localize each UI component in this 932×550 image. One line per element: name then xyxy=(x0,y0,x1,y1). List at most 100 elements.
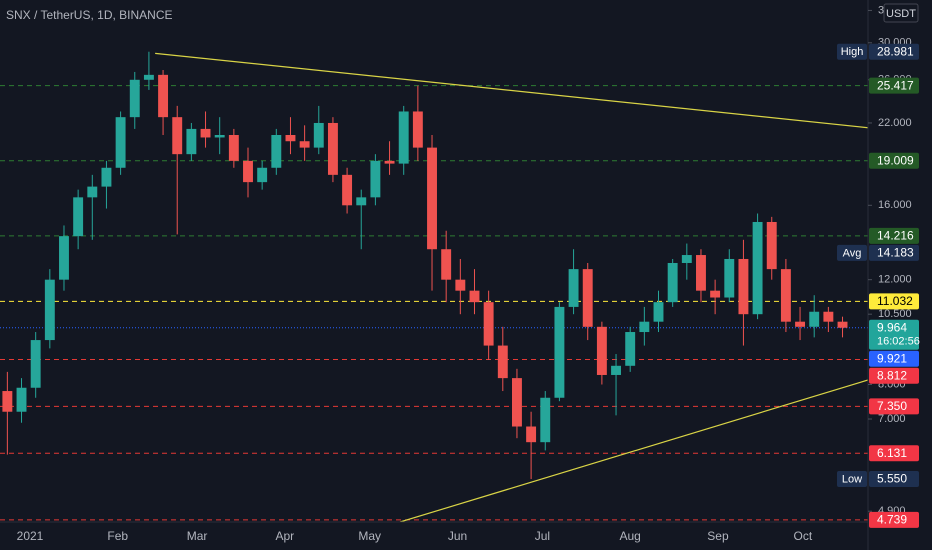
price-label: 5.550 xyxy=(877,472,907,486)
price-name: High xyxy=(841,46,864,58)
candle-body xyxy=(101,167,112,187)
candle-body xyxy=(766,221,777,270)
price-label-box xyxy=(869,398,919,415)
candle-body xyxy=(327,122,338,175)
countdown-label: 16:02:56 xyxy=(877,336,920,348)
candle-body xyxy=(214,134,225,138)
candle-body xyxy=(795,321,806,327)
x-tick-label: Oct xyxy=(794,529,813,543)
candle-body xyxy=(483,302,494,346)
price-label: 9.964 xyxy=(877,320,907,334)
candle-body xyxy=(87,186,98,198)
candle-body xyxy=(724,258,735,298)
x-tick-label: Jul xyxy=(535,529,550,543)
x-tick-label: Jun xyxy=(448,529,467,543)
x-tick-label: Feb xyxy=(107,529,128,543)
candle-body xyxy=(582,269,593,327)
candle-body xyxy=(370,160,381,198)
candle-body xyxy=(143,74,154,80)
price-label-box xyxy=(869,77,919,94)
candle-body xyxy=(299,141,310,148)
candle-body xyxy=(342,174,353,206)
candle-body xyxy=(752,221,763,315)
price-label-box xyxy=(869,511,919,528)
candle-body xyxy=(228,134,239,161)
price-label-box xyxy=(869,293,919,310)
candle-body xyxy=(356,197,367,206)
candle-body xyxy=(158,74,169,118)
y-tick-label: 16.000 xyxy=(878,199,912,211)
price-label: 25.417 xyxy=(877,78,914,92)
price-label-box xyxy=(869,244,919,261)
price-name-box xyxy=(837,244,867,261)
candle-body xyxy=(271,134,282,168)
candle-body xyxy=(243,160,253,183)
y-tick-label: 10.500 xyxy=(878,308,912,320)
candle-body xyxy=(129,79,140,118)
candle-body xyxy=(696,255,706,291)
y-tick-label: 4.900 xyxy=(878,505,906,517)
candle-body xyxy=(837,321,848,328)
candle-body xyxy=(412,111,423,148)
candle-body xyxy=(809,311,820,327)
candle-body xyxy=(30,340,41,388)
candle-body xyxy=(625,332,636,366)
candle-body xyxy=(313,122,324,148)
candle-body xyxy=(526,426,537,443)
trendline xyxy=(155,52,868,129)
candle-body xyxy=(441,249,452,280)
candle-body xyxy=(384,160,395,164)
candle-body xyxy=(511,378,522,427)
price-label-box xyxy=(869,43,919,60)
plot-area xyxy=(0,51,868,522)
candle-body xyxy=(115,117,126,168)
candle-body xyxy=(172,117,183,155)
candle-body xyxy=(398,111,409,164)
price-label: 9.921 xyxy=(877,351,907,365)
candle-body xyxy=(611,365,621,375)
y-tick-label: 12.000 xyxy=(878,274,912,286)
price-label-box xyxy=(869,471,919,488)
x-tick-label: Apr xyxy=(275,529,294,543)
x-tick-label: 2021 xyxy=(17,529,44,543)
candle-body xyxy=(200,128,211,138)
candle-body xyxy=(653,302,664,322)
price-label-box xyxy=(869,445,919,462)
candle-body xyxy=(427,147,437,250)
candle-body xyxy=(540,397,551,443)
price-label: 8.812 xyxy=(877,368,907,382)
x-tick-label: Mar xyxy=(187,529,208,543)
candle-body xyxy=(681,255,692,263)
price-label: 19.009 xyxy=(877,153,914,167)
price-label-box xyxy=(869,152,919,169)
price-label: 14.183 xyxy=(877,246,914,260)
currency-box xyxy=(883,3,919,23)
price-label-box xyxy=(869,350,919,367)
trendline xyxy=(399,379,868,522)
price-name: Low xyxy=(842,473,862,485)
price-label: 7.350 xyxy=(877,399,907,413)
price-name-box xyxy=(837,471,867,488)
price-axis: 4.9007.0008.00010.50012.00016.00022.0002… xyxy=(837,3,920,528)
candle-body xyxy=(469,290,480,303)
price-label: 4.739 xyxy=(877,513,907,527)
candle-body xyxy=(738,258,749,315)
candle-body xyxy=(554,306,565,398)
price-label: 14.216 xyxy=(877,229,914,243)
y-tick-label: 22.000 xyxy=(878,117,912,129)
candle-body xyxy=(257,167,268,183)
x-tick-label: Sep xyxy=(707,529,729,543)
candle-body xyxy=(823,311,834,322)
price-label: 28.981 xyxy=(877,44,914,58)
currency-label: USDT xyxy=(886,8,916,20)
candle-body xyxy=(73,197,84,237)
candle-body xyxy=(710,290,721,298)
candle-body xyxy=(568,269,579,307)
x-tick-label: Aug xyxy=(620,529,641,543)
price-label-box xyxy=(869,367,919,384)
chart-title: SNX / TetherUS, 1D, BINANCE xyxy=(6,8,173,22)
candle-body xyxy=(44,279,55,341)
price-name: Avg xyxy=(843,247,862,259)
candle-body xyxy=(639,321,650,333)
